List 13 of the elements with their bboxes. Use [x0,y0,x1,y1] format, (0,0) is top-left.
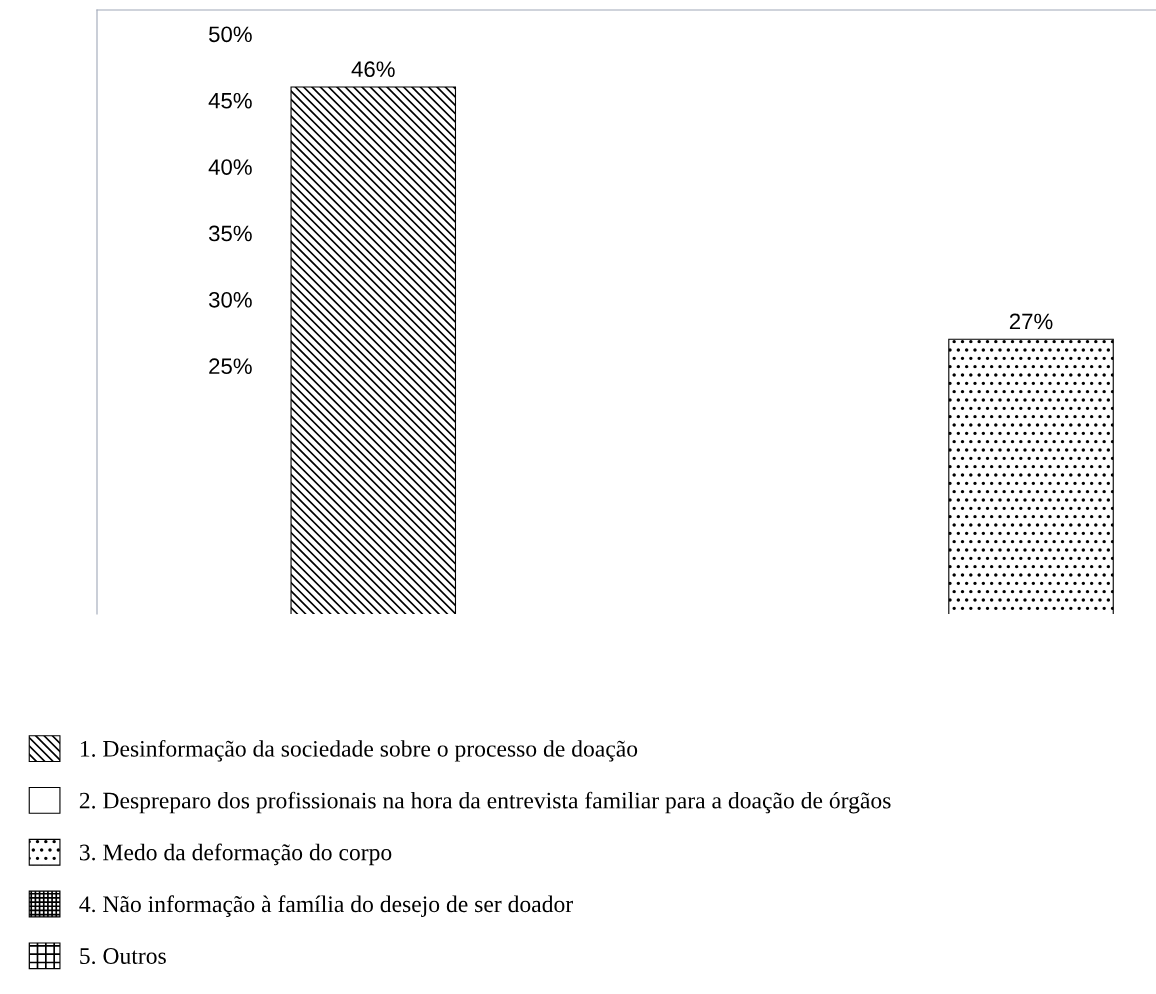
data-label: 27% [1009,313,1053,330]
y-tick-label: 25% [209,358,252,375]
y-tick-label: 35% [208,225,252,242]
legend-label: 2. Despreparo dos profissionais na hora da entrevista familiar para a doação de órgãos [79,791,891,814]
y-tick-label: 50% [209,26,252,43]
legend-label: 4. Não informação à família do desejo de ser doador [79,895,573,917]
legend-label: 1. Desinformação da sociedade sobre o processo de doação [80,739,638,762]
y-tick-label: 30% [208,291,252,308]
legend-label: 5. Outros [80,948,166,965]
y-tick-label: 40% [208,159,252,175]
legend-label: 3. Medo da deformação do corpo [79,843,392,866]
data-label: 46% [351,61,395,78]
y-tick-label: 45% [208,92,252,109]
